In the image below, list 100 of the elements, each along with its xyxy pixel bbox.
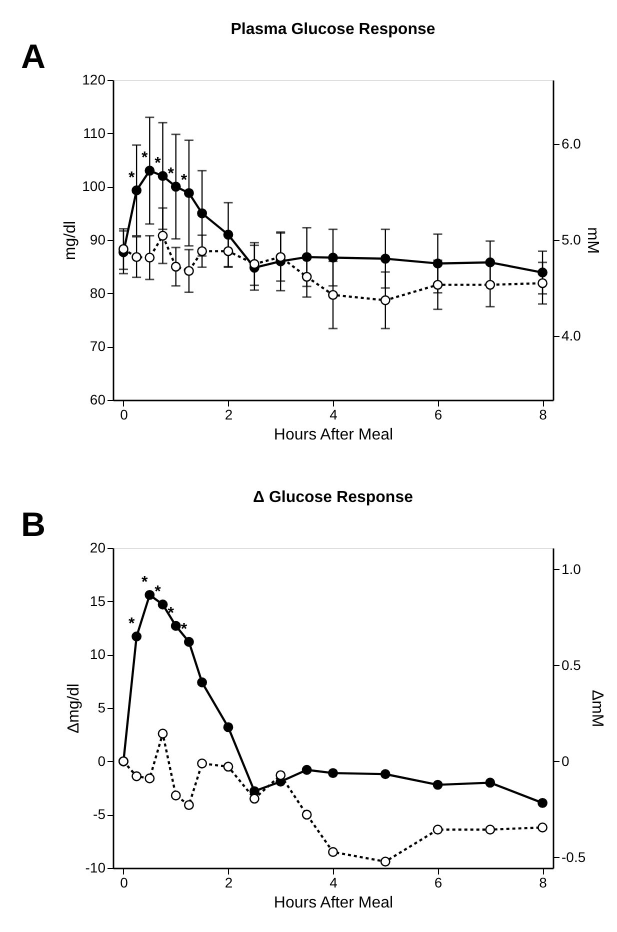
y2-tick-label: 1.0 (562, 560, 582, 577)
annotation: * (154, 584, 162, 601)
point (144, 252, 155, 263)
point (158, 600, 168, 610)
x-tick-label: 0 (120, 874, 128, 890)
y-tick-label: 120 (82, 72, 106, 88)
point (144, 773, 155, 784)
point (380, 254, 390, 264)
point (144, 590, 155, 600)
point (197, 246, 208, 256)
x-tick-label: 8 (539, 406, 548, 422)
point (158, 171, 168, 181)
y-tick-label: 20 (90, 540, 106, 556)
y-axis-title: Δmg/dl (65, 684, 82, 734)
point (302, 764, 312, 775)
chart-title: Plasma Glucose Response (230, 21, 436, 38)
point (302, 272, 312, 282)
y-tick-label: 70 (90, 338, 106, 354)
point (249, 794, 260, 804)
annotation: * (128, 616, 136, 633)
y-tick-label: 110 (83, 124, 106, 141)
point (328, 847, 338, 857)
annotation: * (168, 166, 175, 183)
point (485, 824, 496, 835)
y-tick-label: 0 (98, 752, 106, 769)
point (158, 728, 168, 739)
point (538, 822, 548, 832)
point (485, 280, 496, 290)
y2-axis-title: mM (584, 227, 601, 254)
annotation: * (128, 169, 136, 186)
chart-title: Δ Glucose Response (253, 489, 414, 506)
x-tick-label: 2 (224, 874, 233, 890)
annotation: * (180, 620, 188, 638)
point (170, 182, 181, 192)
point (184, 636, 194, 647)
text: B (21, 506, 46, 544)
point (118, 244, 128, 254)
y-tick-label: 80 (90, 284, 106, 301)
annotation: * (154, 155, 162, 172)
point (170, 262, 181, 272)
annotation: * (142, 150, 149, 167)
y-tick-label: 10 (90, 646, 106, 662)
x-axis-title: Hours After Meal (274, 894, 394, 912)
point (538, 798, 548, 808)
y-tick-label: -10 (85, 860, 106, 876)
point (170, 620, 181, 631)
point (132, 632, 142, 642)
point (197, 677, 208, 688)
point (380, 856, 390, 867)
point (432, 780, 443, 790)
point (276, 770, 286, 780)
x-tick-label: 4 (330, 874, 338, 890)
point (223, 246, 234, 256)
y2-axis-title: ΔmM (588, 690, 606, 728)
y2-tick-label: 0.5 (562, 656, 582, 673)
point (380, 769, 390, 780)
point (184, 266, 194, 276)
point (158, 230, 168, 241)
y2-tick-label: 0 (562, 752, 570, 769)
point (538, 278, 548, 288)
point (223, 722, 234, 732)
y-tick-label: 5 (98, 700, 106, 716)
point (432, 280, 443, 290)
x-axis-title: Hours After Meal (274, 426, 394, 444)
y-tick-label: -5 (93, 806, 106, 822)
point (328, 252, 338, 263)
y-axis-title: mg/dl (62, 220, 80, 260)
y2-tick-label: 5.0 (562, 232, 582, 248)
point (144, 166, 155, 176)
y-tick-label: 90 (90, 232, 106, 248)
point (328, 290, 338, 300)
point (132, 771, 142, 782)
point (302, 810, 312, 820)
point (223, 762, 234, 772)
x-tick-label: 2 (224, 406, 233, 422)
point (197, 758, 208, 768)
y-tick-label: 60 (90, 392, 106, 408)
text: A (21, 38, 46, 76)
y-tick-label: 100 (82, 178, 106, 194)
y-tick-label: 15 (90, 592, 106, 609)
x-tick-label: 4 (330, 406, 338, 422)
x-tick-label: 0 (120, 406, 128, 422)
point (184, 800, 194, 810)
point (432, 824, 443, 835)
point (132, 185, 142, 196)
y2-tick-label: 4.0 (562, 327, 582, 344)
point (184, 188, 194, 198)
x-tick-label: 8 (539, 874, 548, 890)
x-tick-label: 6 (434, 406, 442, 422)
point (132, 252, 142, 262)
point (197, 208, 208, 218)
point (249, 259, 260, 269)
point (170, 790, 181, 800)
point (328, 768, 338, 778)
annotation: * (142, 574, 149, 591)
y2-tick-label: -0.5 (562, 848, 586, 865)
point (276, 252, 286, 262)
y2-tick-label: 6.0 (562, 136, 582, 152)
point (485, 778, 496, 788)
annotation: * (168, 604, 175, 622)
